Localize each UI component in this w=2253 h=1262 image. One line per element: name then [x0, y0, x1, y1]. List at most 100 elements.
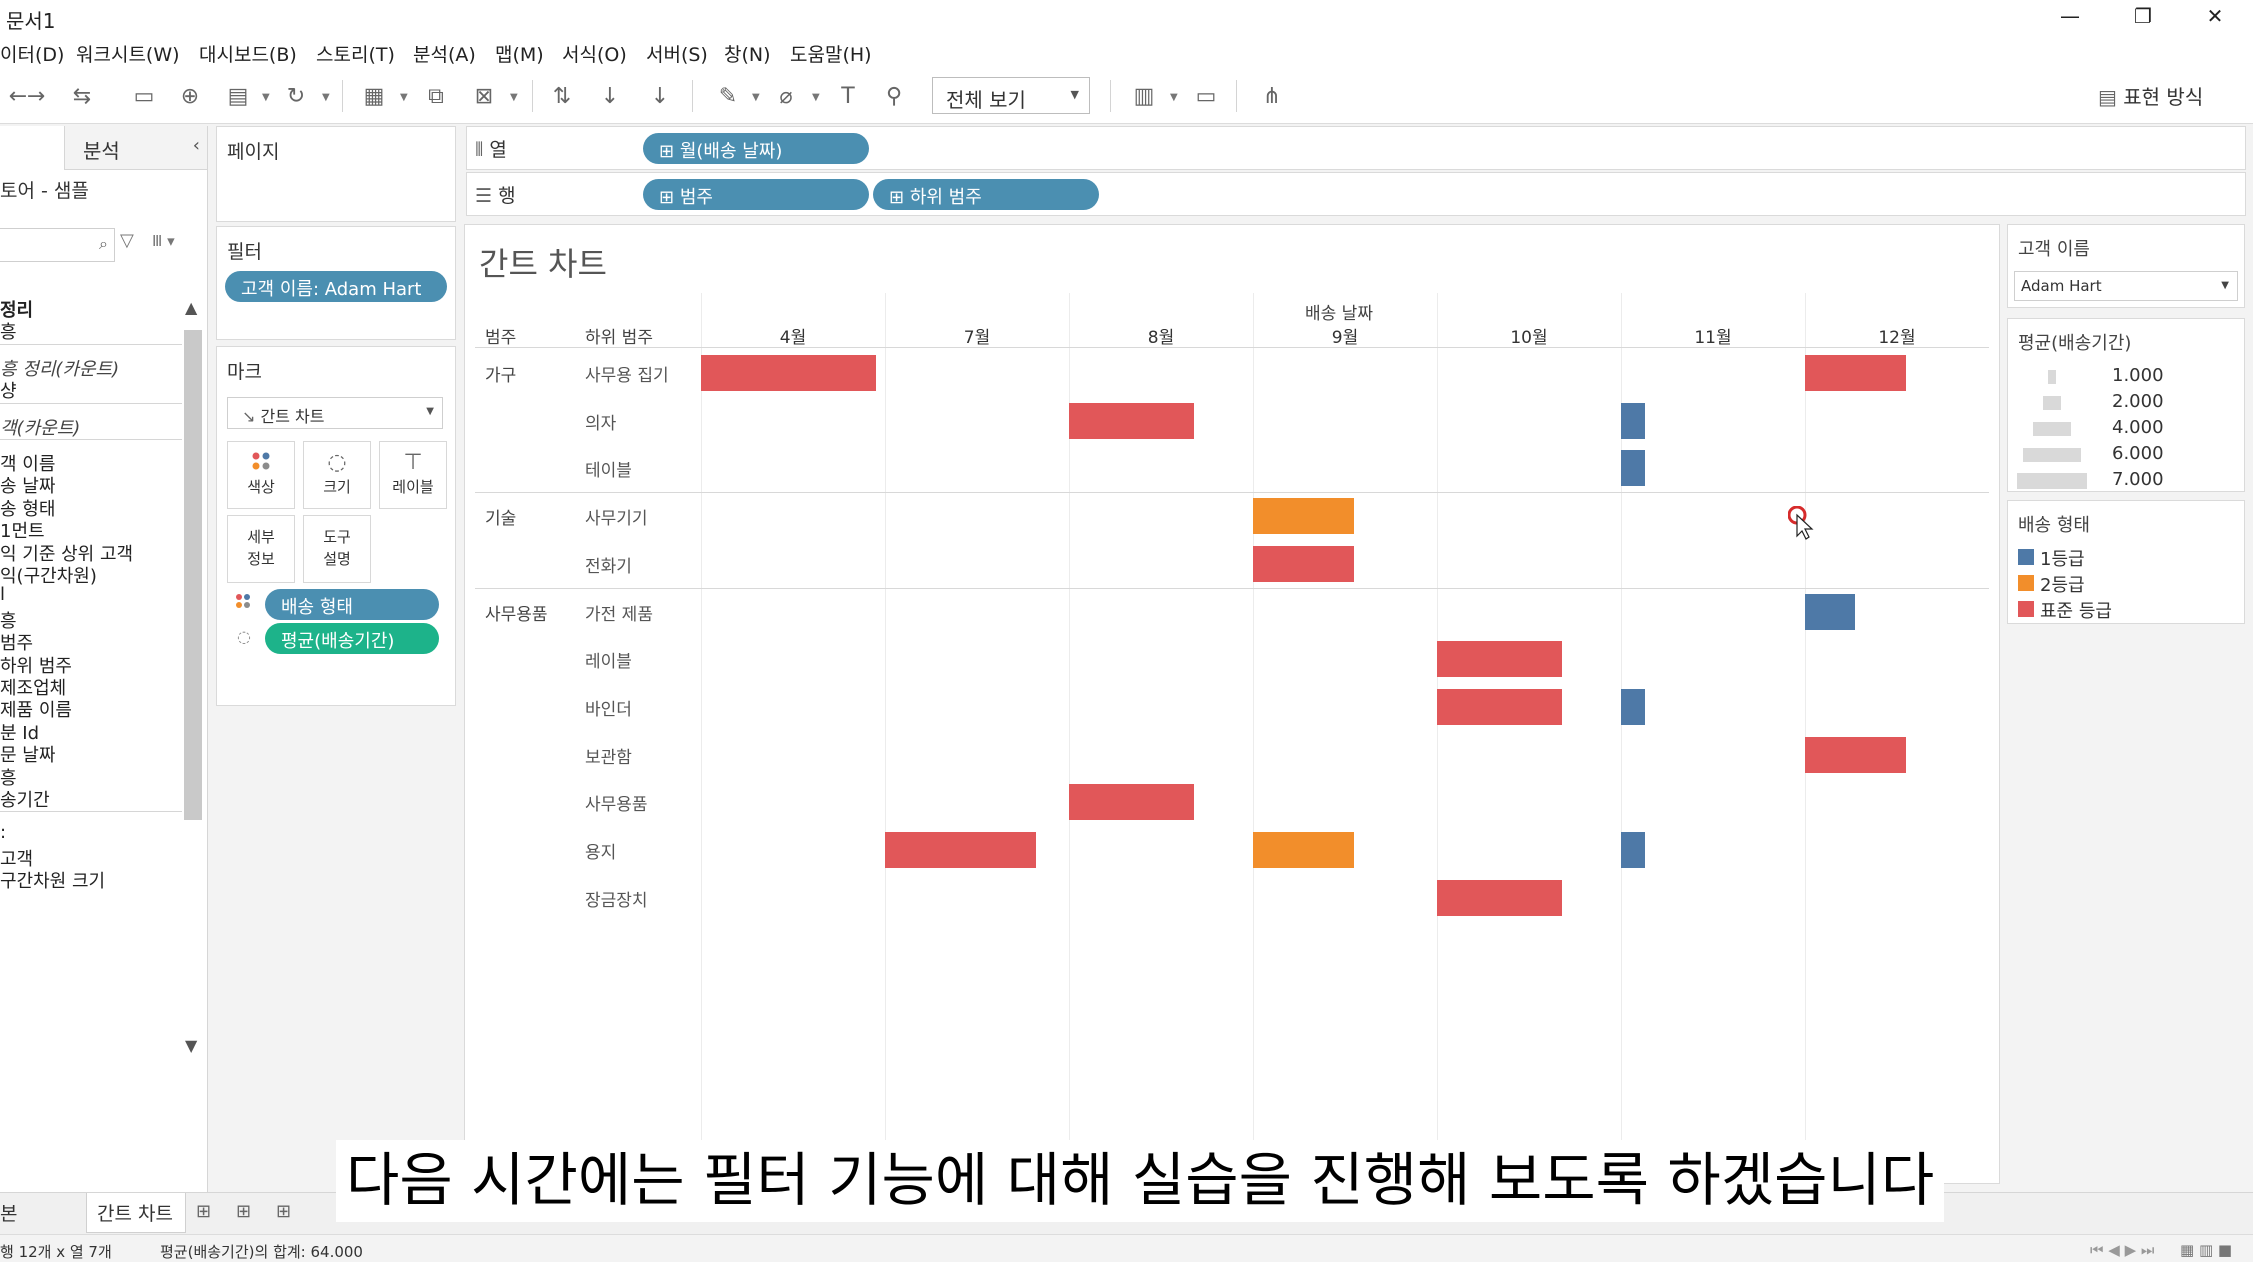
size-legend-item[interactable]: 2.000 — [2008, 391, 2246, 415]
gantt-bar[interactable] — [1621, 832, 1645, 868]
refresh-dropdown-icon[interactable]: ▼ — [322, 92, 330, 103]
new-sheet-icon[interactable]: ⊞ — [196, 1201, 212, 1222]
new-datasource-icon[interactable]: ⊕ — [180, 83, 200, 109]
subcategory-label[interactable]: 테이블 — [585, 461, 632, 482]
grid-view-icon[interactable]: ▦ ▥ ■ — [2180, 1241, 2233, 1259]
subcategory-label[interactable]: 장금장치 — [585, 890, 648, 911]
gantt-bar[interactable] — [1621, 688, 1645, 725]
clear-dropdown-icon[interactable]: ▼ — [510, 92, 518, 103]
label-button[interactable]: ⊤ 레이블 — [379, 441, 447, 509]
subcategory-label[interactable]: 보관함 — [585, 747, 632, 768]
field-item[interactable]: 송 날짜 — [0, 476, 56, 498]
subcategory-column-header[interactable]: 하위 범주 — [585, 328, 653, 348]
sort-asc-icon[interactable]: ↓ — [600, 83, 620, 109]
size-legend-item[interactable]: 6.000 — [2008, 443, 2246, 467]
redo-icon[interactable]: → — [26, 83, 46, 109]
mark-type-select[interactable]: ↘ 간트 차트 ▼ — [227, 397, 443, 429]
field-item[interactable]: 흥 정리(카운트) — [0, 358, 120, 380]
subcategory-label[interactable]: 레이블 — [585, 652, 632, 673]
gantt-bar[interactable] — [885, 832, 1036, 868]
customer-filter-pill[interactable]: 고객 이름: Adam Hart — [225, 271, 447, 302]
subcategory-label[interactable]: 사무용 집기 — [585, 366, 669, 386]
field-item[interactable]: 송 형태 — [0, 498, 56, 520]
subcategory-label[interactable]: 전화기 — [585, 556, 632, 577]
field-item[interactable]: 분 Id — [0, 722, 40, 744]
gantt-bar[interactable] — [1069, 784, 1195, 821]
collapse-chevron-icon[interactable]: ‹ — [192, 135, 200, 156]
swap-icon[interactable]: ⇅ — [552, 83, 572, 109]
gantt-bar[interactable] — [1805, 355, 1907, 391]
field-item[interactable]: 흥 — [0, 610, 17, 632]
gantt-bar[interactable] — [701, 355, 876, 391]
field-item[interactable]: l — [0, 584, 6, 606]
size-button[interactable]: ◌ 크기 — [303, 441, 371, 509]
subcategory-label[interactable]: 용지 — [585, 843, 617, 863]
new-dashboard-icon[interactable]: ⊞ — [236, 1201, 252, 1222]
field-item[interactable]: 익(구간차원) — [0, 566, 97, 587]
sheet-navigation-icon[interactable]: ⏮ ◀ ▶ ⏭ — [2090, 1241, 2155, 1259]
customer-filter-dropdown[interactable]: Adam Hart ▼ — [2014, 271, 2238, 301]
text-icon[interactable]: T — [841, 83, 855, 109]
gantt-bar[interactable] — [1437, 688, 1563, 725]
size-legend-item[interactable]: 1.000 — [2008, 365, 2246, 389]
gantt-bar[interactable] — [1805, 736, 1907, 773]
field-item[interactable]: 하위 범주 — [0, 655, 72, 677]
field-item[interactable]: 샹 — [0, 381, 17, 403]
shipping-mode-color-pill[interactable]: 배송 형태 — [265, 589, 439, 620]
sheet-tab-gantt[interactable]: 간트 차트 — [86, 1193, 186, 1233]
menu-analysis[interactable]: 분석(A) — [413, 44, 476, 66]
category-column-header[interactable]: 범주 — [485, 328, 517, 348]
subcategory-label[interactable]: 바인더 — [585, 699, 632, 720]
columns-shelf[interactable]: ⦀ 열 ⊞ 월(배송 날짜) — [466, 126, 2246, 170]
size-legend-item[interactable]: 7.000 — [2008, 469, 2246, 493]
field-item[interactable]: 객 이름 — [0, 454, 56, 475]
field-item[interactable]: : — [0, 822, 7, 844]
subcategory-label[interactable]: 사무용품 — [585, 795, 648, 816]
group-dropdown-icon[interactable]: ▼ — [812, 92, 820, 103]
gantt-bar[interactable] — [1253, 498, 1355, 535]
pages-card[interactable]: 페이지 — [216, 126, 456, 222]
detail-button[interactable]: 세부 정보 — [227, 515, 295, 583]
paste-dropdown-icon[interactable]: ▼ — [262, 92, 270, 103]
field-item[interactable]: 범주 — [0, 633, 34, 655]
gantt-bar[interactable] — [1437, 879, 1563, 916]
gantt-bar[interactable] — [1253, 545, 1355, 582]
view-options-icon[interactable]: Ⅲ ▾ — [152, 232, 175, 250]
share-icon[interactable]: ⋔ — [1262, 83, 1282, 109]
field-item[interactable]: 흥 — [0, 322, 17, 344]
field-item[interactable]: 고객 — [0, 848, 34, 870]
rows-shelf[interactable]: ☰ 행 ⊞ 범주 ⊞ 하위 범주 — [466, 172, 2246, 216]
gantt-bar[interactable] — [1069, 402, 1195, 439]
new-sheet-icon[interactable]: ▦ — [363, 83, 385, 109]
gantt-bar[interactable] — [1621, 450, 1645, 487]
subcategory-label[interactable]: 의자 — [585, 413, 617, 434]
menu-worksheet[interactable]: 워크시트(W) — [76, 44, 180, 66]
field-item[interactable]: 객(카운트) — [0, 417, 81, 439]
menu-format[interactable]: 서식(O) — [562, 44, 627, 66]
gantt-bar[interactable] — [1805, 593, 1855, 630]
filters-card[interactable]: 필터 고객 이름: Adam Hart — [216, 226, 456, 340]
sheet-tab-left[interactable]: 본 — [0, 1203, 18, 1225]
highlight-dropdown-icon[interactable]: ▼ — [752, 92, 760, 103]
new-sheet-dropdown-icon[interactable]: ▼ — [400, 92, 408, 103]
paste-icon[interactable]: ▤ — [227, 83, 249, 109]
chart-icon[interactable]: ▥ — [1133, 83, 1155, 109]
gantt-bar[interactable] — [1621, 402, 1645, 439]
gantt-bar[interactable] — [1253, 832, 1355, 868]
menu-window[interactable]: 창(N) — [724, 44, 771, 66]
field-item[interactable]: 구간차원 크기 — [0, 871, 106, 893]
field-item[interactable]: 흥 — [0, 767, 17, 789]
field-item[interactable]: 제품 이름 — [0, 700, 72, 722]
field-item[interactable]: 송기간 — [0, 790, 50, 811]
menu-map[interactable]: 맵(M) — [495, 44, 544, 66]
field-item[interactable]: 제조업체 — [0, 678, 67, 699]
analysis-tab[interactable]: 분석 ‹ — [64, 126, 207, 170]
avg-shipping-days-size-pill[interactable]: 평균(배송기간) — [265, 623, 439, 654]
month-ship-date-pill[interactable]: ⊞ 월(배송 날짜) — [643, 133, 869, 164]
new-story-icon[interactable]: ⊞ — [276, 1201, 292, 1222]
menu-server[interactable]: 서버(S) — [646, 44, 708, 66]
highlight-icon[interactable]: ✎ — [718, 83, 738, 109]
close-button[interactable]: ✕ — [2206, 4, 2224, 28]
refresh-icon[interactable]: ↻ — [286, 83, 306, 109]
subcategory-label[interactable]: 가전 제품 — [585, 604, 653, 625]
